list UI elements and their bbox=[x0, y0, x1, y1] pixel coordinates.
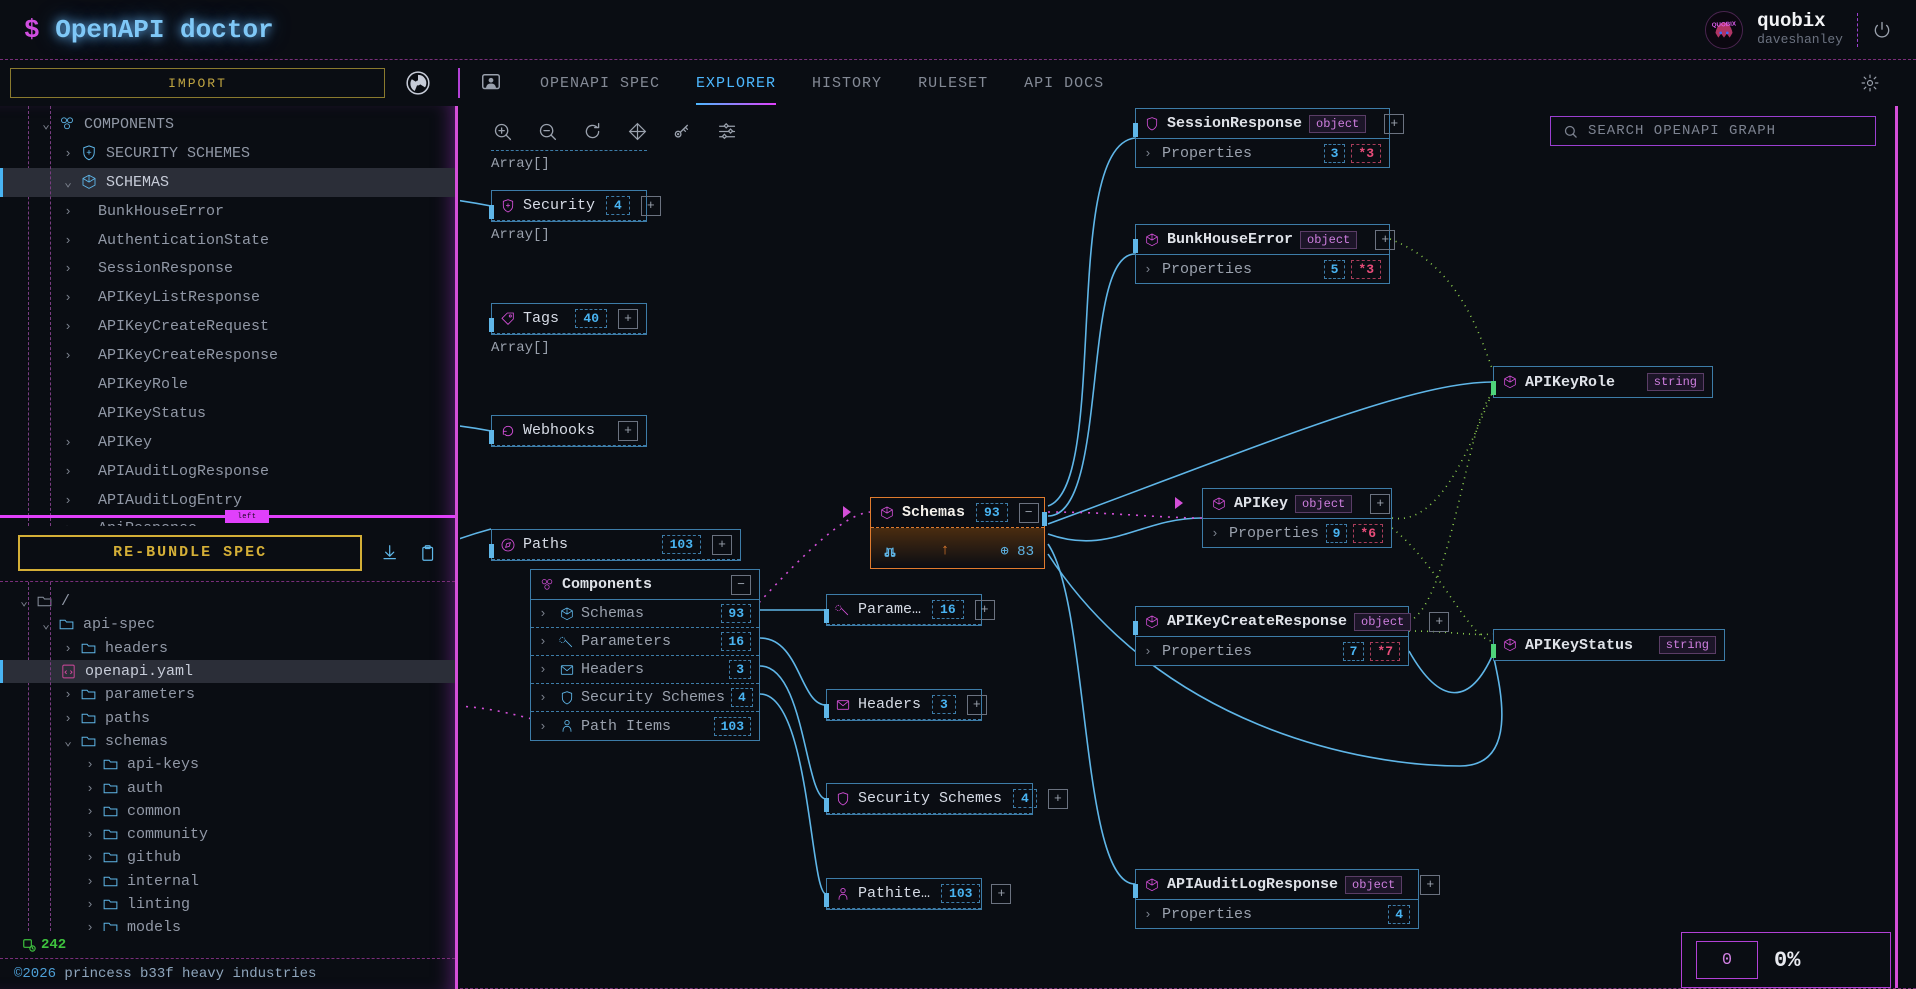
svg-text:QUOBIX: QUOBIX bbox=[1712, 20, 1737, 28]
